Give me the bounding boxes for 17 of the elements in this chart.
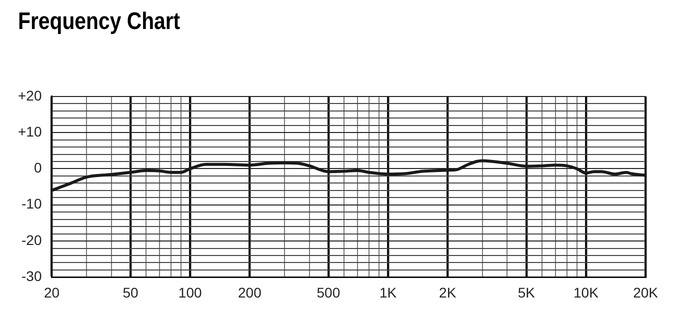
x-tick-label: 20K bbox=[633, 284, 659, 300]
x-tick-label: 200 bbox=[238, 284, 262, 300]
chart-title: Frequency Chart bbox=[18, 8, 182, 37]
x-tick-label: 2K bbox=[439, 284, 457, 300]
y-tick-label: +20 bbox=[18, 87, 42, 104]
x-tick-label: 10K bbox=[574, 284, 600, 300]
x-tick-label: 50 bbox=[122, 284, 139, 300]
y-tick-label: +10 bbox=[18, 123, 42, 140]
y-tick-label: 0 bbox=[34, 160, 42, 176]
x-tick-label: 100 bbox=[178, 284, 202, 300]
x-tick-label: 20 bbox=[44, 284, 60, 300]
y-tick-label: -30 bbox=[22, 268, 42, 284]
x-tick-label: 500 bbox=[316, 284, 340, 300]
x-tick-label: 1K bbox=[379, 284, 398, 300]
x-tick-label: 5K bbox=[518, 284, 536, 300]
y-tick-label: -10 bbox=[22, 196, 42, 212]
y-tick-label: -20 bbox=[22, 232, 42, 248]
